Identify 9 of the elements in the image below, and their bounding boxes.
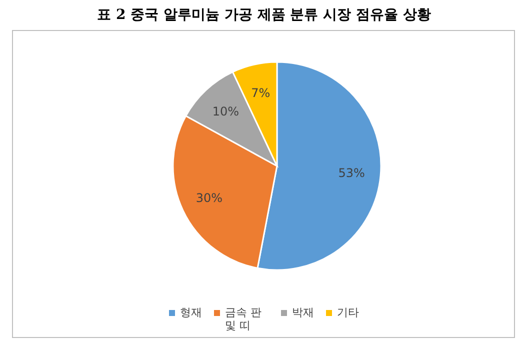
- legend-label: 형재: [180, 306, 202, 319]
- legend-label: 기타: [337, 306, 359, 319]
- data-label: 7%: [251, 86, 270, 100]
- data-label: 53%: [338, 166, 365, 180]
- legend-label: 금속 판 및 띠: [225, 306, 262, 332]
- data-label: 10%: [212, 104, 240, 118]
- data-label: 30%: [196, 190, 223, 205]
- chart-title: 표 2 중국 알루미늄 가공 제품 분류 시장 점유율 상황: [96, 6, 432, 24]
- legend-label: 박재: [292, 306, 314, 319]
